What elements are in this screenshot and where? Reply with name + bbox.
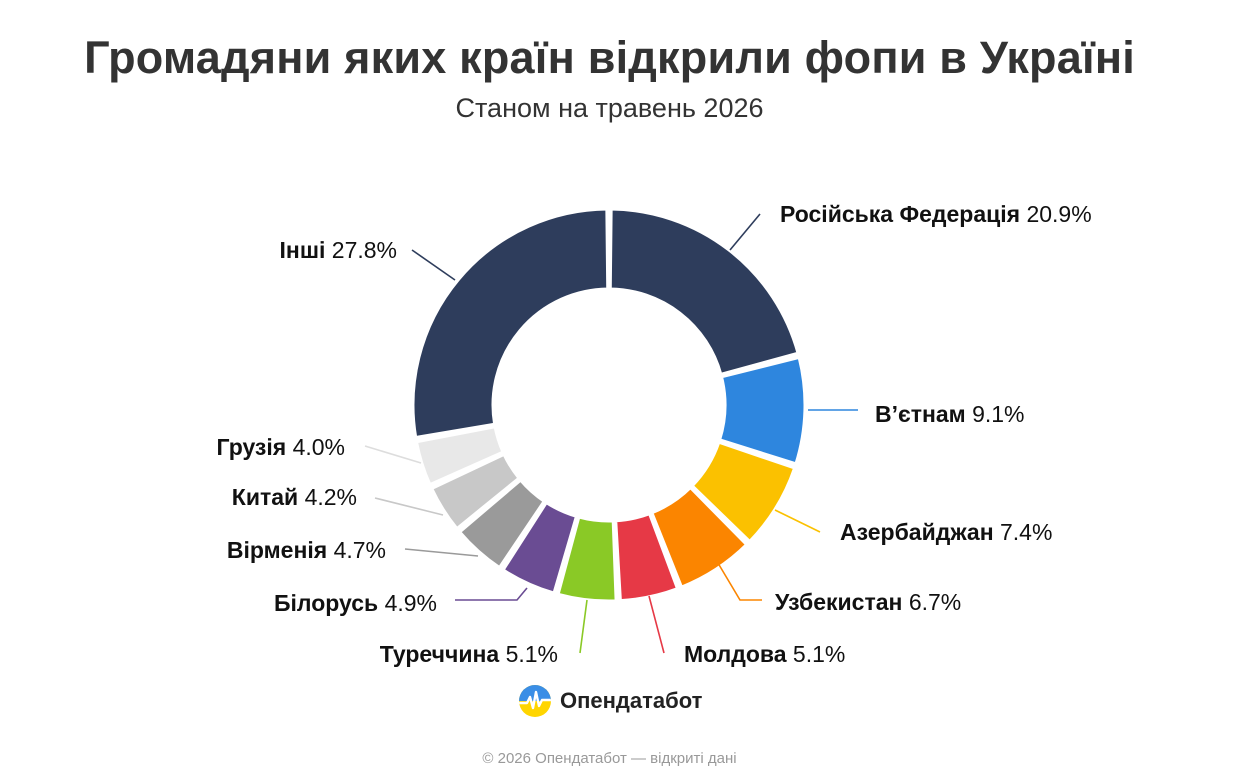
brand-logo[interactable]: Опендатабот [518,684,702,718]
slice-label: Азербайджан 7.4% [840,519,1052,545]
slice-label-value: 20.9% [1026,201,1091,227]
leader-line [648,595,665,654]
slice-labels: Російська Федерація 20.9% В’єтнам 9.1% Азе… [217,201,1092,667]
leader-line [404,548,479,557]
leader-line [411,249,456,281]
slice-label-name: Вірменія [227,537,334,563]
leader-line [711,552,762,601]
slice-label: Узбекистан 6.7% [775,589,961,615]
leader-line [579,599,588,654]
slice-label: Російська Федерація 20.9% [780,201,1092,227]
slice-label: Молдова 5.1% [684,641,845,667]
slice-label-value: 9.1% [972,401,1024,427]
donut-slices [411,207,807,603]
slice-label-name: Білорусь [274,590,385,616]
slice-label: Білорусь 4.9% [274,590,437,616]
slice-китай[interactable] [430,452,521,531]
slice-туреччина[interactable] [556,515,618,603]
slice-узбекистан[interactable] [650,486,749,589]
slice-label-value: 4.7% [334,537,386,563]
leader-line [455,587,528,601]
slice-в-єтнам[interactable] [718,355,807,466]
slice-label-value: 4.9% [385,590,437,616]
footer-copyright: © 2026 Опендатабот — відкриті дані [482,750,737,767]
leader-lines [364,213,858,654]
slice-label-value: 4.0% [293,434,345,460]
slice-label-name: Азербайджан [840,519,1000,545]
leader-line [729,213,761,251]
chart-subtitle: Станом на травень 2026 [455,93,764,123]
slice-азербайджан[interactable] [690,440,797,544]
slice-label: Китай 4.2% [232,484,357,510]
slice-label: Грузія 4.0% [217,434,345,460]
slice-білорусь[interactable] [501,501,578,595]
slice-label-value: 4.2% [305,484,357,510]
slice-label-value: 27.8% [332,237,397,263]
slice-label: Інші 27.8% [280,237,397,263]
slice-label: В’єтнам 9.1% [875,401,1025,427]
opendatabot-logo-icon [519,685,551,717]
slice-label-value: 5.1% [506,641,558,667]
slice-label-name: Узбекистан [775,589,909,615]
slice-label-value: 7.4% [1000,519,1052,545]
slice-label-value: 6.7% [909,589,961,615]
slice-грузія[interactable] [414,425,505,487]
slice-label-name: Грузія [217,434,293,460]
slice-label: Вірменія 4.7% [227,537,386,563]
slice-label: Туреччина 5.1% [380,641,558,667]
slice-label-value: 5.1% [793,641,845,667]
slice-російська-федерація[interactable] [608,207,800,376]
slice-label-name: Молдова [684,641,793,667]
leader-line [364,445,422,464]
leader-line [374,497,444,516]
slice-label-name: Російська Федерація [780,201,1026,227]
slice-молдова[interactable] [614,512,679,603]
slice-label-name: Китай [232,484,305,510]
slice-label-name: Інші [280,237,332,263]
leader-line [774,509,821,533]
slice-інші[interactable] [411,207,610,440]
slice-label-name: В’єтнам [875,401,972,427]
chart-title: Громадяни яких країн відкрили фопи в Укр… [84,32,1135,83]
slice-вірменія[interactable] [458,478,546,570]
slice-label-name: Туреччина [380,641,506,667]
logo-text: Опендатабот [560,688,703,713]
